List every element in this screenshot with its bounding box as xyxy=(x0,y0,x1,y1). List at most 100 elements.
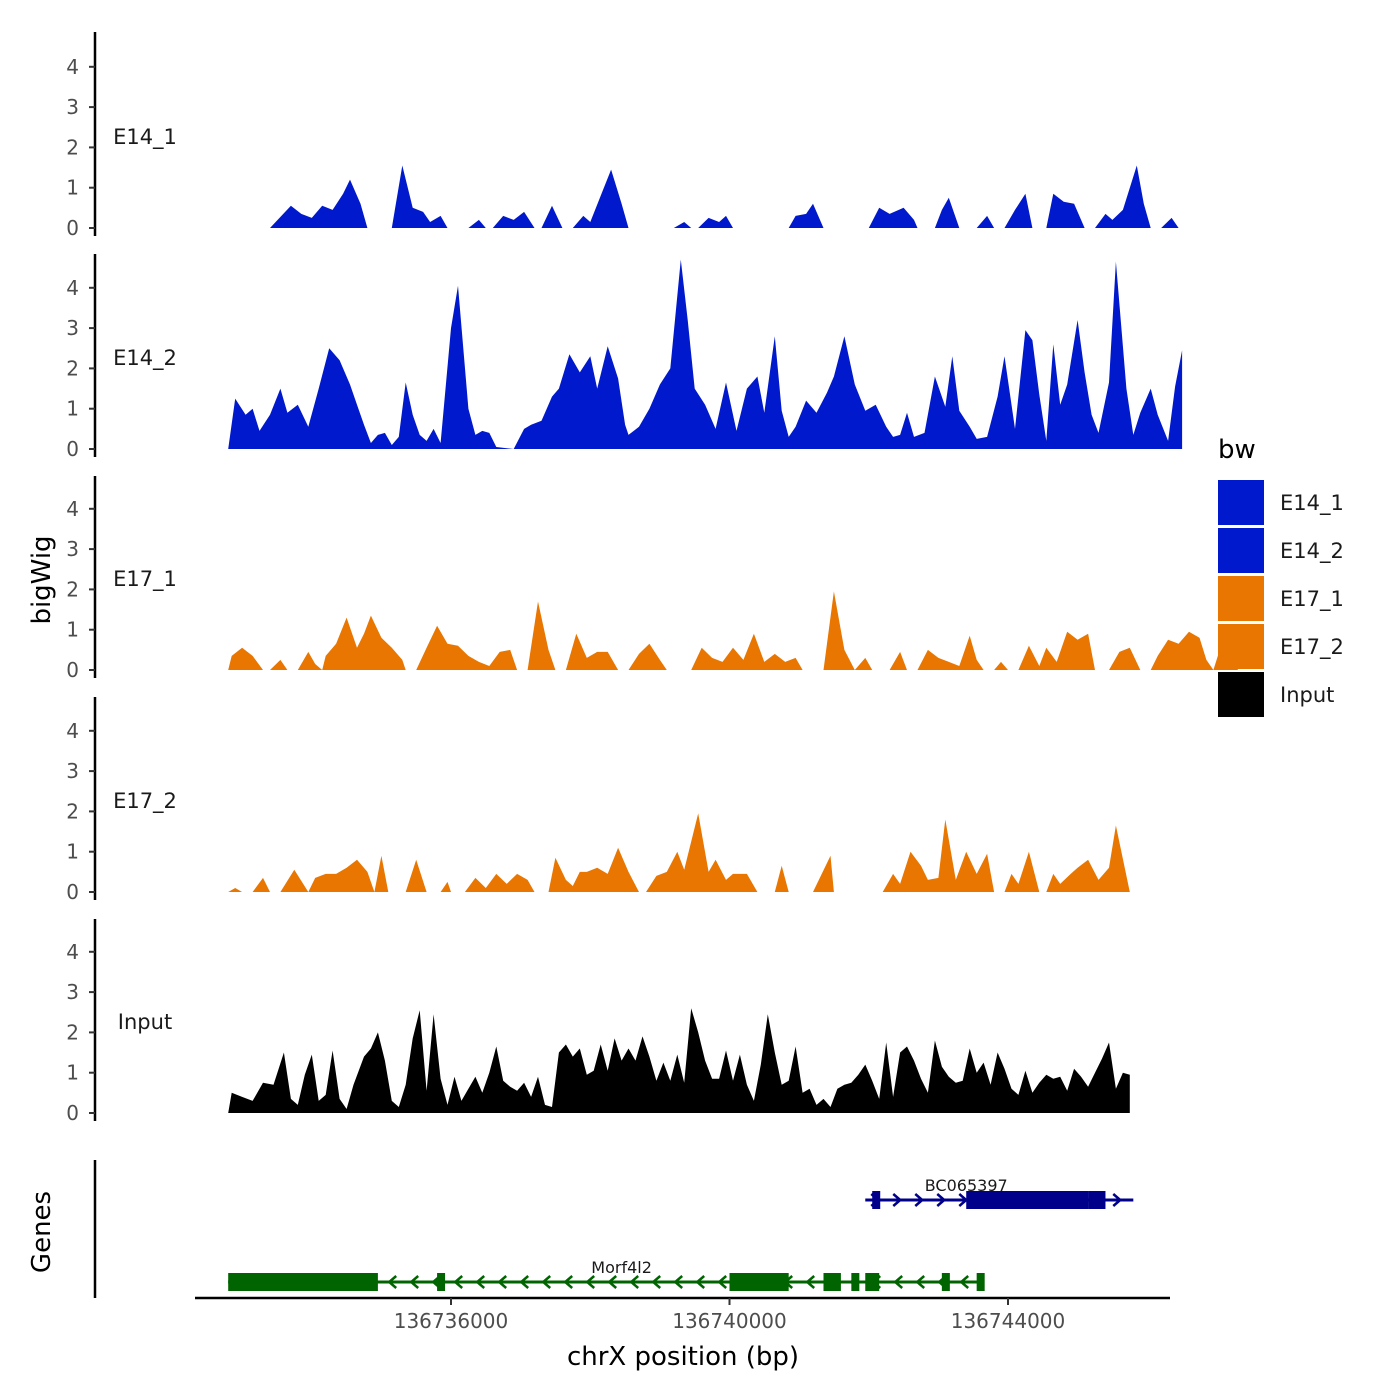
genes-axis-title: Genes xyxy=(27,1191,57,1273)
y-tick-label: 0 xyxy=(66,880,79,904)
y-tick-label: 2 xyxy=(66,135,79,159)
strand-arrow xyxy=(695,1275,706,1289)
strand-arrow xyxy=(387,1275,398,1289)
track-label: E17_1 xyxy=(113,567,177,592)
y-tick-label: 0 xyxy=(66,216,79,240)
track-label: E14_2 xyxy=(113,346,177,371)
legend: bw E14_1 E14_2 E17_1 E17_2 Input xyxy=(1218,435,1344,717)
strand-arrow xyxy=(563,1275,574,1289)
strand-arrow xyxy=(607,1275,618,1289)
track-e17-2: 0 1 2 3 4 E17_2 xyxy=(66,697,1130,904)
strand-arrow xyxy=(629,1275,640,1289)
track-label: Input xyxy=(118,1010,172,1034)
strand-arrow xyxy=(651,1275,662,1289)
y-tick-label: 2 xyxy=(66,799,79,823)
strand-arrow xyxy=(541,1275,552,1289)
gene-exon xyxy=(823,1273,841,1291)
y-tick-label: 0 xyxy=(66,658,79,682)
track-e14-1: 0 1 2 3 4 E14_1 xyxy=(66,32,1179,240)
gene-exon xyxy=(1088,1191,1106,1209)
legend-swatch xyxy=(1218,624,1264,669)
legend-label: Input xyxy=(1280,683,1334,707)
x-tick-label: 136736000 xyxy=(394,1309,509,1333)
x-axis-title: chrX position (bp) xyxy=(567,1342,799,1372)
gene-exon xyxy=(851,1273,860,1291)
strand-arrow xyxy=(673,1275,684,1289)
gene-exon xyxy=(437,1273,446,1291)
track-e14-2: 0 1 2 3 4 E14_2 xyxy=(66,254,1183,461)
y-tick-label: 2 xyxy=(66,1020,79,1044)
strand-arrow xyxy=(936,1193,947,1207)
y-tick-label: 1 xyxy=(66,618,79,642)
y-tick-label: 0 xyxy=(66,1101,79,1125)
strand-arrow xyxy=(585,1275,596,1289)
gene-name-label: BC065397 xyxy=(925,1176,1008,1195)
gene-exon xyxy=(966,1191,1089,1209)
coverage-area xyxy=(270,165,1179,228)
coverage-area xyxy=(228,1008,1130,1113)
x-tick-label: 136744000 xyxy=(951,1309,1066,1333)
gene-exon xyxy=(865,1273,880,1291)
y-tick-label: 4 xyxy=(66,55,79,79)
gene-exon xyxy=(729,1273,789,1291)
gene-exon xyxy=(941,1273,950,1291)
legend-label: E17_2 xyxy=(1280,635,1344,660)
legend-swatch xyxy=(1218,576,1264,621)
legend-label: E14_2 xyxy=(1280,539,1344,564)
y-tick-label: 4 xyxy=(66,276,79,300)
strand-arrow xyxy=(475,1275,486,1289)
y-tick-label: 4 xyxy=(66,940,79,964)
strand-arrow xyxy=(805,1275,816,1289)
y-tick-label: 4 xyxy=(66,719,79,743)
strand-arrow xyxy=(1112,1193,1123,1207)
y-tick-label: 4 xyxy=(66,497,79,521)
y-tick-label: 0 xyxy=(66,437,79,461)
y-tick-label: 2 xyxy=(66,356,79,380)
track-label: E14_1 xyxy=(113,125,177,150)
coverage-area xyxy=(228,813,1130,892)
gene-exon xyxy=(228,1273,378,1291)
track-e17-1: 0 1 2 3 4 E17_1 xyxy=(66,476,1238,682)
strand-arrow xyxy=(519,1275,530,1289)
strand-arrow xyxy=(453,1275,464,1289)
tracks-layer: 0 1 2 3 4 E14_1 0 1 2 3 4 E14_2 0 1 2 3 4 E17_1 0 1 2 3 4 E17_2… xyxy=(66,32,1238,1125)
x-axis: 136736000 136740000 136744000 xyxy=(195,1296,1170,1333)
legend-swatch xyxy=(1218,480,1264,525)
strand-arrow xyxy=(893,1275,904,1289)
track-input: 0 1 2 3 4 Input xyxy=(66,919,1130,1125)
coverage-area xyxy=(228,259,1183,449)
track-label: E17_2 xyxy=(113,789,177,814)
y-tick-label: 3 xyxy=(66,759,79,783)
y-tick-label: 1 xyxy=(66,840,79,864)
legend-label: E17_1 xyxy=(1280,587,1344,612)
y-tick-label: 3 xyxy=(66,537,79,561)
strand-arrow xyxy=(892,1193,903,1207)
gene-name-label: Morf4l2 xyxy=(591,1258,652,1277)
legend-title: bw xyxy=(1218,435,1256,465)
strand-arrow xyxy=(959,1275,970,1289)
strand-arrow xyxy=(409,1275,420,1289)
y-tick-label: 1 xyxy=(66,176,79,200)
genes-layer: BC065397 Morf4l2 xyxy=(93,1160,1134,1298)
y-tick-label: 1 xyxy=(66,397,79,421)
gene-bc065397: BC065397 xyxy=(865,1176,1134,1209)
gene-exon xyxy=(976,1273,985,1291)
y-axis-title: bigWig xyxy=(27,535,57,624)
x-tick-label: 136740000 xyxy=(672,1309,787,1333)
y-tick-label: 1 xyxy=(66,1061,79,1085)
gene-exon xyxy=(872,1191,881,1209)
strand-arrow xyxy=(497,1275,508,1289)
strand-arrow xyxy=(914,1193,925,1207)
y-tick-label: 3 xyxy=(66,95,79,119)
coverage-area xyxy=(228,591,1238,670)
legend-swatch xyxy=(1218,672,1264,717)
y-tick-label: 2 xyxy=(66,577,79,601)
y-tick-label: 3 xyxy=(66,980,79,1004)
strand-arrow xyxy=(717,1275,728,1289)
strand-arrow xyxy=(915,1275,926,1289)
legend-label: E14_1 xyxy=(1280,491,1344,516)
y-tick-label: 3 xyxy=(66,316,79,340)
legend-swatch xyxy=(1218,528,1264,573)
gene-morf4l2: Morf4l2 xyxy=(228,1258,985,1291)
